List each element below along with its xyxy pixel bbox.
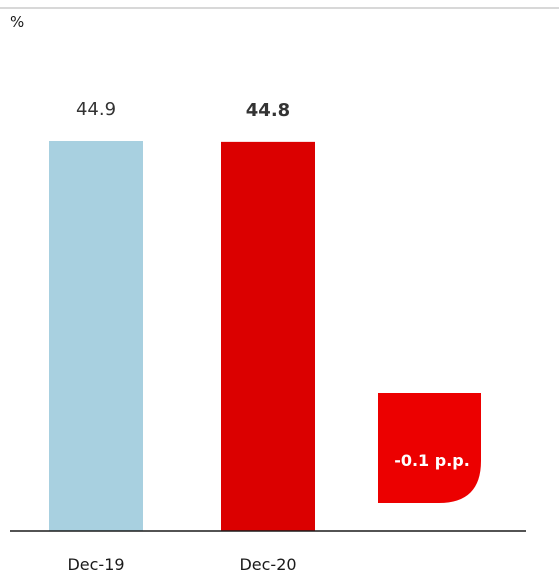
change-badge-text: -0.1 p.p. <box>394 451 470 470</box>
value-label-dec-19: 44.9 <box>76 99 116 120</box>
bar-dec-19 <box>49 141 143 531</box>
change-badge: -0.1 p.p. <box>378 393 481 503</box>
bar-dec-20 <box>221 141 315 531</box>
y-unit-label: % <box>10 13 24 31</box>
x-tick-label-dec-19: Dec-19 <box>67 555 124 574</box>
value-label-dec-20: 44.8 <box>246 100 290 121</box>
bars-group: 44.9 Dec-19 44.8 Dec-20 <box>49 99 315 574</box>
x-tick-label-dec-20: Dec-20 <box>239 555 296 574</box>
change-badge-shape <box>378 393 481 503</box>
